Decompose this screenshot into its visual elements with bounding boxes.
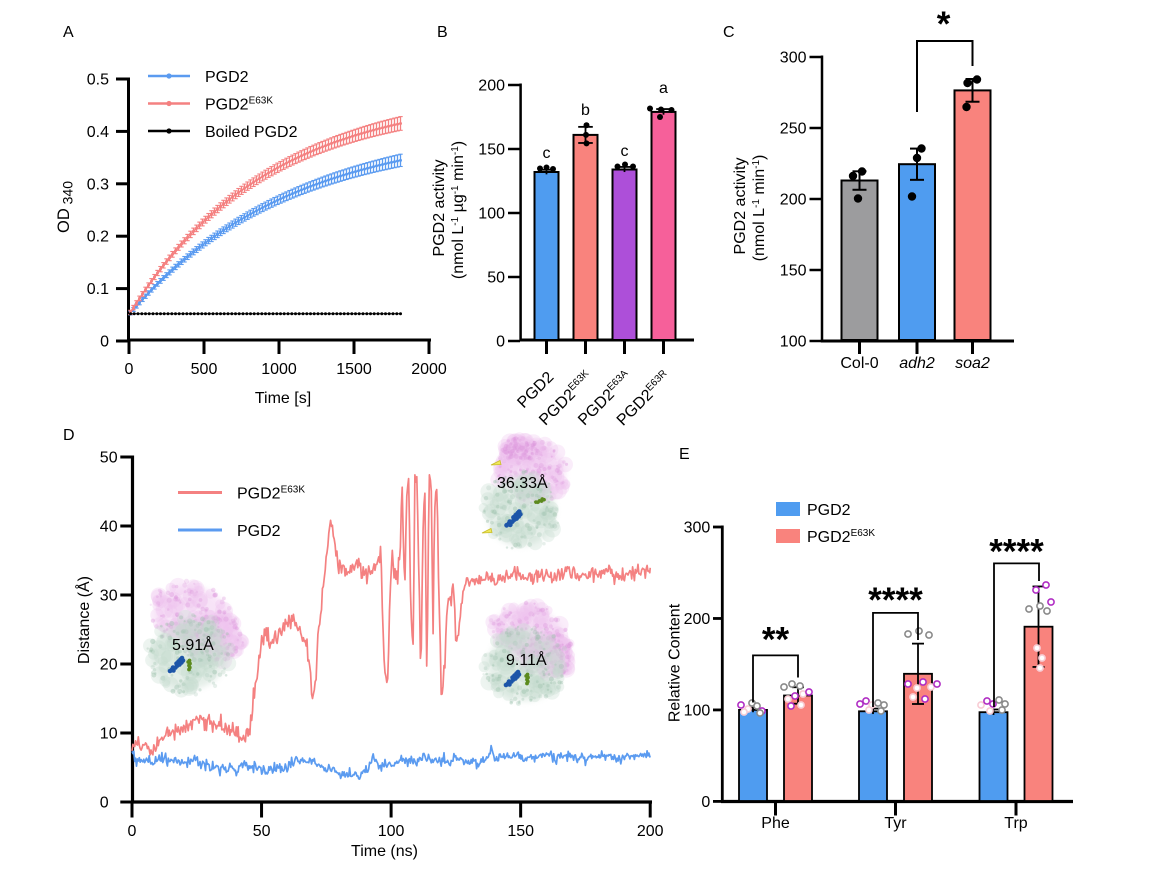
svg-text:c: c [621, 143, 629, 160]
svg-text:0: 0 [128, 823, 137, 840]
svg-text:9.11Å: 9.11Å [506, 650, 547, 669]
svg-text:200: 200 [637, 823, 664, 840]
svg-text:E: E [679, 446, 690, 463]
svg-text:0: 0 [100, 795, 109, 812]
svg-text:(nmol L-1 µg-1 min-1): (nmol L-1 µg-1 min-1) [450, 141, 467, 279]
svg-text:100: 100 [684, 702, 711, 719]
svg-text:A: A [63, 24, 74, 41]
svg-text:****: **** [989, 533, 1044, 572]
svg-text:PGD2: PGD2 [807, 502, 851, 519]
svg-text:2000: 2000 [411, 361, 447, 378]
svg-text:****: **** [868, 581, 923, 620]
svg-text:(nmol L-1 min-1): (nmol L-1 min-1) [751, 155, 768, 262]
svg-text:0.4: 0.4 [87, 124, 109, 141]
svg-text:200: 200 [478, 78, 505, 95]
svg-text:150: 150 [507, 823, 534, 840]
svg-text:PGD2: PGD2 [205, 69, 249, 86]
svg-text:a: a [659, 80, 668, 97]
svg-text:0.2: 0.2 [87, 229, 109, 246]
svg-text:Boiled PGD2: Boiled PGD2 [205, 124, 298, 141]
svg-text:100: 100 [478, 206, 505, 223]
svg-text:soa2: soa2 [955, 355, 990, 372]
svg-text:OD 340: OD 340 [55, 181, 76, 233]
svg-text:20: 20 [100, 657, 118, 674]
svg-text:D: D [63, 427, 75, 444]
svg-text:0: 0 [701, 794, 710, 811]
svg-text:0.5: 0.5 [87, 72, 109, 89]
svg-text:100: 100 [378, 823, 405, 840]
svg-text:Tyr: Tyr [884, 815, 907, 832]
svg-text:C: C [723, 24, 735, 41]
svg-text:100: 100 [780, 334, 807, 351]
svg-text:PGD2: PGD2 [237, 523, 281, 540]
svg-text:Trp: Trp [1004, 815, 1028, 832]
svg-text:0: 0 [496, 334, 505, 351]
svg-text:10: 10 [100, 726, 118, 743]
svg-text:300: 300 [684, 520, 711, 537]
svg-text:500: 500 [191, 361, 218, 378]
svg-text:1000: 1000 [261, 361, 297, 378]
svg-text:adh2: adh2 [899, 355, 935, 372]
svg-text:50: 50 [100, 450, 118, 467]
svg-text:150: 150 [478, 142, 505, 159]
svg-text:Relative Content: Relative Content [667, 603, 684, 722]
svg-text:300: 300 [780, 50, 807, 67]
svg-text:250: 250 [780, 121, 807, 138]
svg-text:30: 30 [100, 588, 118, 605]
svg-text:Time (ns): Time (ns) [351, 843, 418, 860]
svg-text:PGD2 activity: PGD2 activity [431, 160, 448, 257]
svg-text:0: 0 [100, 334, 109, 351]
svg-text:36.33Å: 36.33Å [497, 473, 548, 492]
svg-text:200: 200 [684, 611, 711, 628]
svg-text:50: 50 [253, 823, 271, 840]
svg-text:0: 0 [125, 361, 134, 378]
svg-text:150: 150 [780, 263, 807, 280]
svg-text:0.1: 0.1 [87, 281, 109, 298]
svg-text:**: ** [762, 621, 790, 660]
svg-text:Col-0: Col-0 [840, 355, 878, 372]
svg-text:5.91Å: 5.91Å [172, 635, 214, 654]
svg-text:Time [s]: Time [s] [255, 390, 311, 407]
svg-text:Distance (Å): Distance (Å) [74, 576, 93, 664]
svg-text:*: * [937, 5, 951, 44]
svg-text:b: b [581, 102, 590, 119]
svg-text:50: 50 [487, 270, 505, 287]
svg-text:B: B [437, 24, 448, 41]
svg-text:c: c [543, 145, 551, 162]
svg-text:0.3: 0.3 [87, 176, 109, 193]
svg-text:1500: 1500 [336, 361, 372, 378]
svg-text:PGD2 activity: PGD2 activity [732, 158, 749, 255]
svg-text:40: 40 [100, 519, 118, 536]
svg-text:Phe: Phe [761, 815, 790, 832]
svg-text:200: 200 [780, 192, 807, 209]
